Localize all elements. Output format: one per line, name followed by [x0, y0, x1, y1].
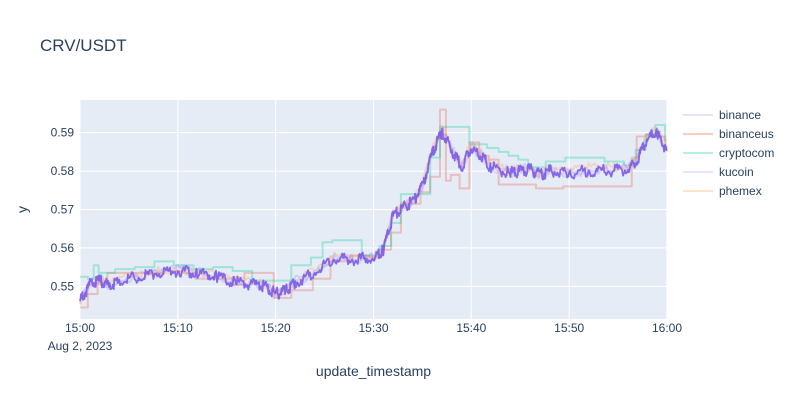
series-line-cryptocom [80, 124, 667, 282]
legend-item-phemex[interactable]: phemex [683, 184, 762, 198]
x-tick-label: 15:30 [358, 321, 388, 335]
legend-label: phemex [719, 184, 762, 198]
legend-item-cryptocom[interactable]: cryptocom [683, 146, 774, 160]
legend-item-binance[interactable]: binance [683, 108, 761, 122]
y-tick-label: 0.59 [51, 126, 75, 140]
y-tick-label: 0.57 [51, 203, 75, 217]
y-tick-label: 0.56 [51, 241, 75, 255]
x-tick-label: 15:20 [261, 321, 291, 335]
plot-area[interactable] [79, 100, 668, 319]
legend-item-binanceus[interactable]: binanceus [683, 127, 774, 141]
legend-item-kucoin[interactable]: kucoin [683, 165, 754, 179]
x-axis-ticks: 15:00 15:10 15:20 15:30 15:40 15:50 16:00 [65, 321, 682, 335]
chart-title: CRV/USDT [40, 36, 127, 55]
series-line-overlap [79, 127, 668, 302]
y-tick-label: 0.55 [51, 279, 75, 293]
series-lines [79, 108, 668, 309]
x-tick-label: 15:00 [65, 321, 95, 335]
x-tick-label: 16:00 [652, 321, 682, 335]
x-axis-date-label: Aug 2, 2023 [48, 339, 113, 353]
x-axis-title: update_timestamp [316, 363, 431, 379]
grid-lines [79, 100, 668, 319]
y-tick-label: 0.58 [51, 164, 75, 178]
x-tick-label: 15:40 [456, 321, 486, 335]
legend-label: kucoin [719, 165, 754, 179]
legend-label: binance [719, 108, 761, 122]
x-tick-label: 15:50 [554, 321, 584, 335]
y-axis-title: y [14, 206, 30, 213]
x-tick-label: 15:10 [163, 321, 193, 335]
legend-label: cryptocom [719, 146, 774, 160]
y-axis-ticks: 0.55 0.56 0.57 0.58 0.59 [51, 126, 75, 294]
legend[interactable]: binance binanceus cryptocom kucoin phemex [683, 108, 774, 198]
legend-label: binanceus [719, 127, 774, 141]
